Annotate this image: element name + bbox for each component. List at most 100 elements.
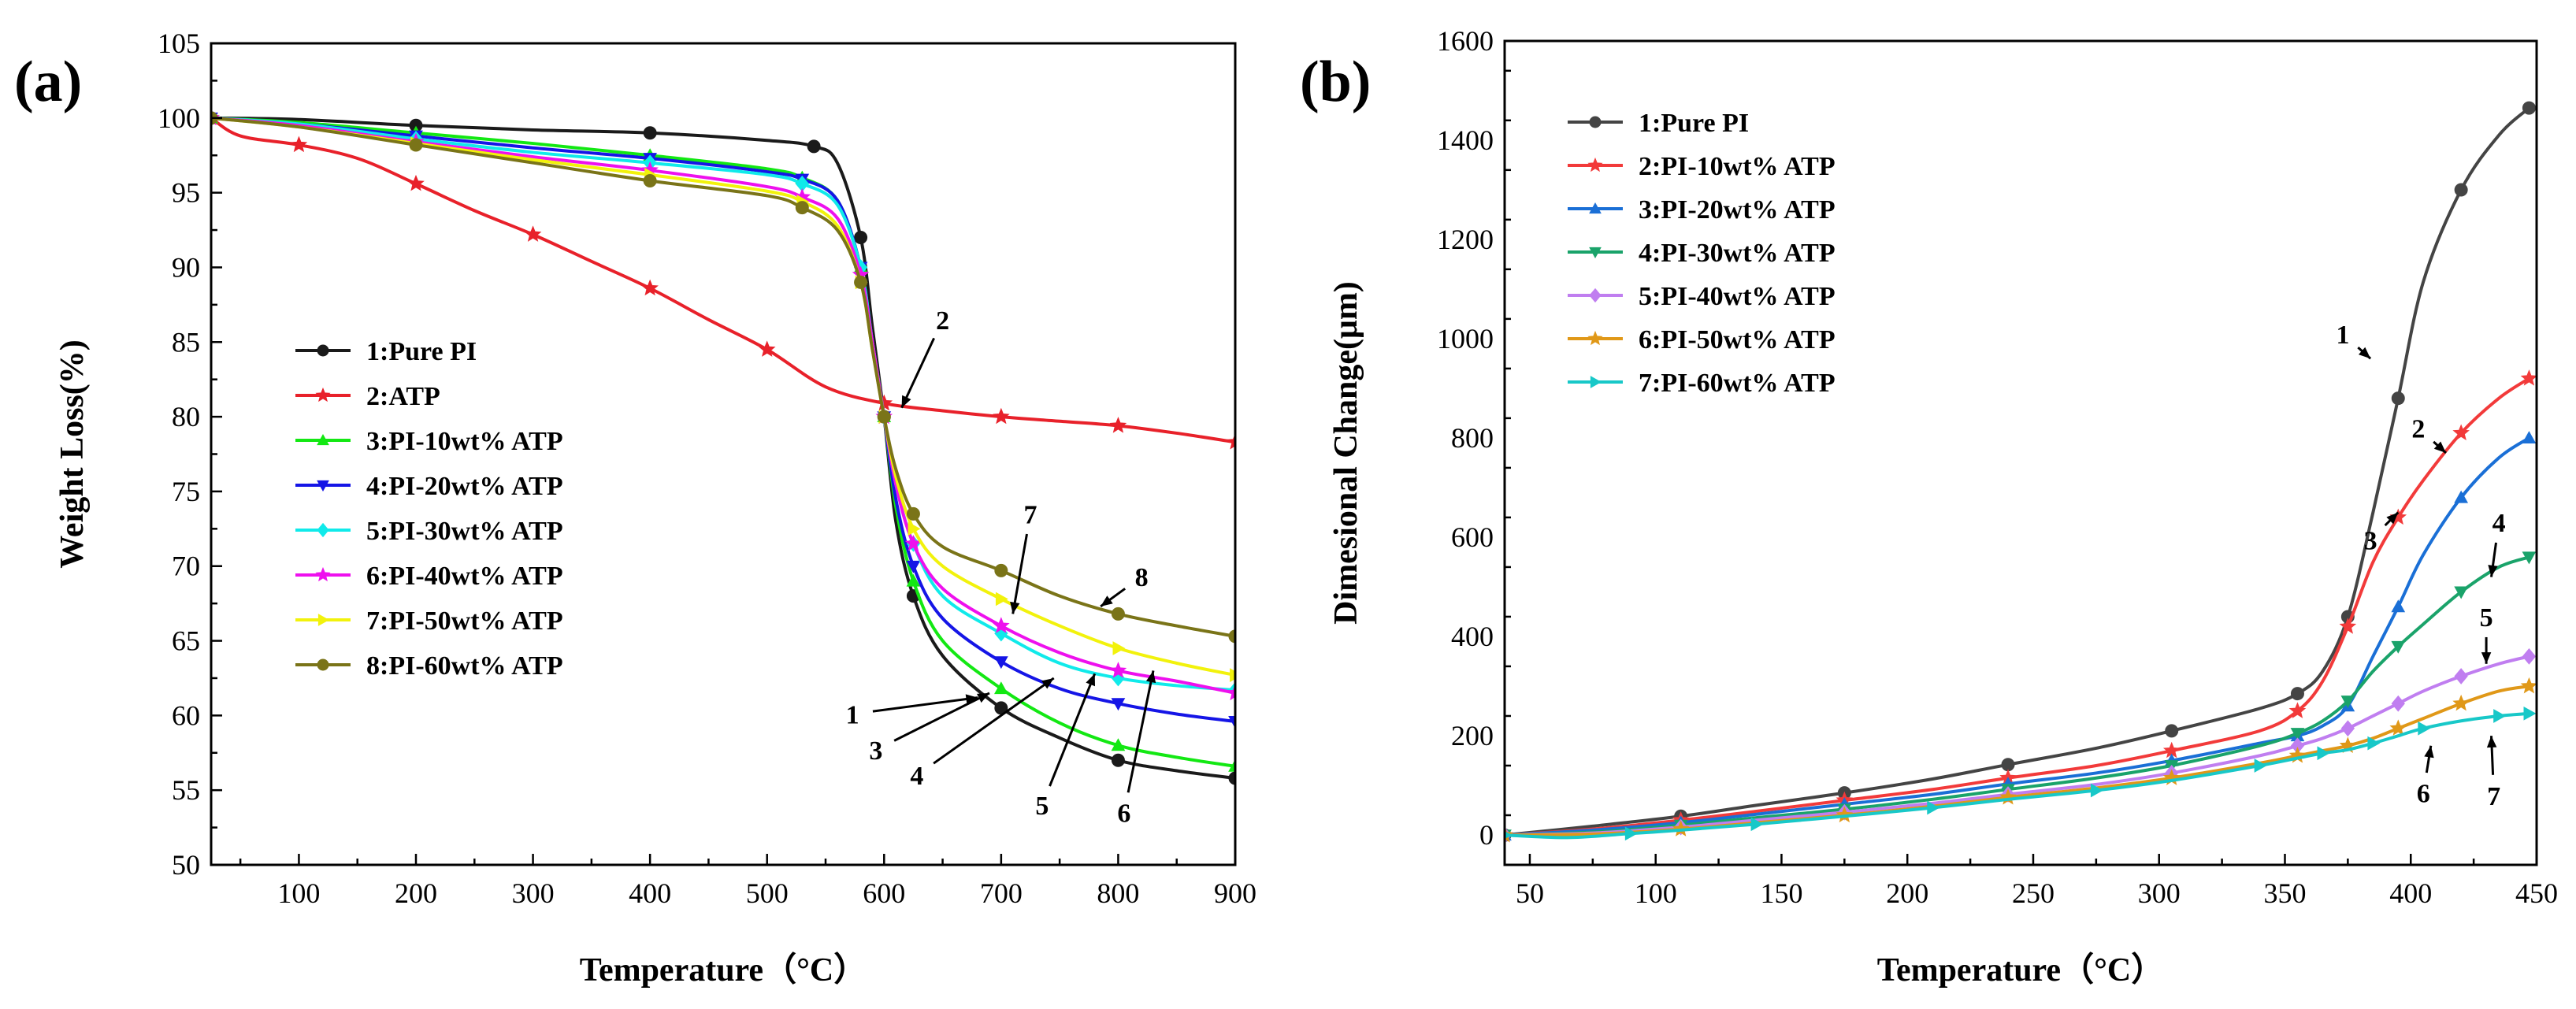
- series-5-point: [2522, 647, 2537, 665]
- series-2-point: [2452, 424, 2470, 440]
- series-line-2: [1505, 377, 2530, 837]
- x-tick-label: 600: [863, 877, 905, 909]
- legend-label-5: 5:PI-40wt% ATP: [1639, 282, 1835, 311]
- x-tick-label: 100: [277, 877, 320, 909]
- x-tick-label: 400: [629, 877, 671, 909]
- series-4-point: [2340, 696, 2355, 709]
- series-1-point: [2290, 687, 2304, 701]
- callout-label-3: 3: [869, 736, 882, 766]
- legend-swatch-marker: [317, 658, 329, 671]
- series-line-2: [211, 117, 1235, 444]
- legend-item-7: 7:PI-50wt% ATP: [295, 607, 563, 636]
- callout-label-3: 3: [2364, 526, 2377, 555]
- series-2-point: [290, 135, 308, 153]
- callout-label-7: 7: [2487, 782, 2500, 811]
- series-line-7: [211, 116, 1235, 677]
- series-3: [1505, 431, 2537, 841]
- x-tick-label: 50: [1516, 877, 1544, 909]
- series-1-point: [2001, 758, 2015, 772]
- series-6-point: [1835, 806, 1854, 823]
- legend: 1:Pure PI 2:PI-10wt% ATP 3:PI-20wt% ATP 4:P…: [1568, 109, 1835, 398]
- x-tick-label: 450: [2515, 877, 2558, 909]
- callout-label-2: 2: [2411, 414, 2425, 443]
- series-8-point: [994, 563, 1008, 577]
- series-6-point: [1672, 820, 1690, 837]
- series-6-point: [993, 617, 1010, 633]
- series-7-point: [995, 592, 1008, 607]
- series-6-point: [1109, 662, 1127, 678]
- legend-swatch-marker: [315, 566, 331, 582]
- legend-item-5: 5:PI-30wt% ATP: [295, 517, 563, 546]
- series-2-point: [758, 340, 776, 357]
- series-7-point: [1112, 641, 1126, 655]
- series-group: [1505, 101, 2537, 844]
- callout-label-4: 4: [2492, 509, 2506, 538]
- callout-label-8: 8: [1135, 563, 1149, 592]
- series-6: [1505, 677, 2537, 843]
- series-3-point: [2391, 599, 2406, 613]
- legend-swatch-marker: [317, 344, 329, 357]
- legend-swatch-marker: [1589, 202, 1602, 214]
- callouts: 1 2 3 4 5 6 7: [2336, 321, 2505, 811]
- callout-arrowhead-1: [965, 694, 978, 704]
- series-line-8: [211, 116, 1235, 638]
- series-8-point: [795, 201, 809, 215]
- panel-a-chart: (a)100 200 300 400 500 600 700 800 9005055606570…: [14, 28, 1256, 989]
- series-7-point: [2317, 746, 2330, 761]
- series-8-point: [906, 506, 920, 521]
- series-2-point: [524, 225, 542, 242]
- series-5-point: [2340, 720, 2355, 737]
- callout-arrow-2: [900, 337, 935, 409]
- y-tick-label: 50: [172, 849, 200, 881]
- legend-swatch-marker: [1590, 376, 1602, 388]
- series-group: [211, 109, 1235, 785]
- legend-swatch-marker: [1589, 287, 1602, 303]
- x-tick-label: 200: [1886, 877, 1928, 909]
- y-axis-title: Weight Loss(%): [54, 339, 91, 569]
- series-8-point: [409, 138, 423, 152]
- series-1-point: [1228, 771, 1235, 785]
- series-line-6: [211, 116, 1235, 695]
- panel-label-b: (b): [1300, 50, 1371, 114]
- series-3-point: [1228, 759, 1235, 772]
- series-7: [211, 113, 1235, 683]
- x-tick-label: 800: [1097, 877, 1139, 909]
- legend-item-2: 2:ATP: [295, 382, 440, 411]
- legend-swatch-marker: [317, 433, 329, 446]
- legend-swatch-marker: [1589, 247, 1602, 259]
- legend-item-4: 4:PI-20wt% ATP: [295, 472, 563, 501]
- x-tick-label: 100: [1635, 877, 1677, 909]
- legend: 1:Pure PI 2:ATP 3:PI-10wt% ATP 4:PI-20wt% A…: [295, 337, 563, 681]
- callout-arrowhead-5: [2481, 652, 2492, 664]
- series-8-point: [1111, 607, 1125, 621]
- x-tick-label: 500: [746, 877, 789, 909]
- y-tick-label: 1200: [1437, 224, 1494, 255]
- y-tick-label: 1600: [1437, 25, 1494, 57]
- series-6-point: [2520, 677, 2537, 694]
- callout-label-4: 4: [910, 762, 923, 791]
- y-tick-label: 75: [172, 476, 200, 507]
- legend-label-3: 3:PI-10wt% ATP: [366, 427, 563, 456]
- legend-swatch-marker: [317, 614, 330, 626]
- series-1-point: [807, 139, 821, 154]
- series-6: [211, 109, 1235, 701]
- x-tick-label: 400: [2389, 877, 2432, 909]
- legend-swatch-marker: [1587, 157, 1603, 172]
- legend-item-1: 1:Pure PI: [1568, 109, 1749, 138]
- series-4-point: [2290, 728, 2305, 741]
- series-6-point: [2389, 719, 2407, 736]
- legend-item-6: 6:PI-40wt% ATP: [295, 562, 563, 591]
- series-1-point: [2391, 391, 2405, 406]
- series-3-point: [2454, 490, 2468, 503]
- y-tick-label: 55: [172, 774, 200, 806]
- y-tick-label: 60: [172, 699, 200, 731]
- legend-label-3: 3:PI-20wt% ATP: [1639, 195, 1835, 224]
- callout-arrow-4: [933, 677, 1055, 765]
- x-tick-label: 300: [512, 877, 555, 909]
- y-tick-label: 95: [172, 177, 200, 209]
- y-tick-label: 85: [172, 326, 200, 358]
- series-2-point: [2288, 702, 2307, 718]
- series-7-point: [2254, 759, 2267, 773]
- series-1-point: [643, 126, 657, 140]
- legend-label-4: 4:PI-30wt% ATP: [1639, 239, 1835, 268]
